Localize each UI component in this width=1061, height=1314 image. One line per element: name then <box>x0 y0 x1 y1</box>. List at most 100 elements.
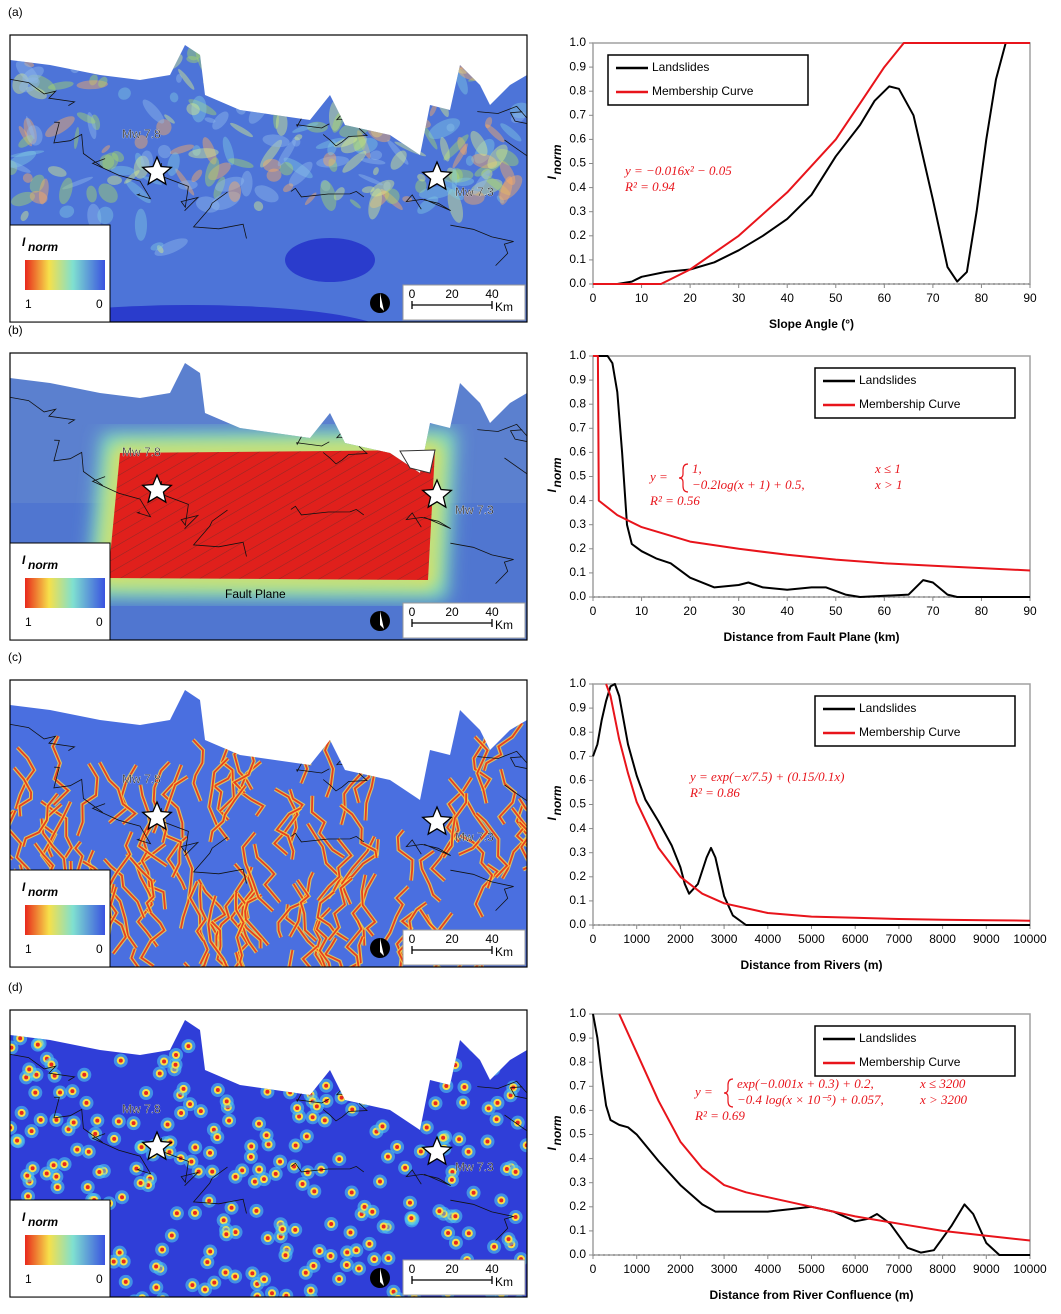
scale-box <box>402 1259 526 1296</box>
confluence <box>181 1086 186 1091</box>
confluence <box>25 1173 30 1178</box>
y-tick-label: 0.2 <box>569 228 586 242</box>
river-halo <box>281 716 312 766</box>
confluence <box>132 1299 136 1303</box>
terrain <box>429 103 437 117</box>
map-legend-sub: norm <box>28 558 58 572</box>
map-legend-sub: norm <box>28 240 58 254</box>
confluence <box>245 1073 250 1078</box>
confluence <box>29 1129 34 1134</box>
terrain <box>156 245 164 254</box>
terrain <box>87 203 102 231</box>
terrain <box>27 74 56 95</box>
confluence-ring <box>410 1294 419 1297</box>
confluence <box>367 1241 372 1246</box>
confluence <box>192 1210 197 1215</box>
river <box>130 984 159 1039</box>
confluence <box>297 1114 302 1119</box>
x-tick-label: 10 <box>635 291 649 305</box>
confluence <box>253 1072 258 1077</box>
confluence <box>210 1169 215 1174</box>
terrain <box>455 68 468 95</box>
district-boundary <box>53 121 103 168</box>
confluence-halo <box>383 1299 397 1313</box>
terrain <box>499 160 516 185</box>
confluence <box>161 1297 165 1301</box>
x-tick-label: 9000 <box>973 932 1000 946</box>
river <box>459 834 494 889</box>
confluence <box>19 1110 24 1115</box>
terrain <box>157 144 172 159</box>
confluence <box>266 1142 271 1147</box>
confluence-ring <box>266 1055 275 1064</box>
district-boundary <box>477 1080 527 1101</box>
confluence <box>224 1232 229 1237</box>
confluence <box>388 1308 392 1312</box>
confluence-halo <box>469 1034 484 1049</box>
terrain <box>22 47 28 58</box>
confluence <box>409 1099 414 1104</box>
equation-lhs: y = <box>693 1084 713 1099</box>
terrain <box>272 56 297 68</box>
terrain <box>178 69 195 90</box>
legend-label: Membership Curve <box>859 397 961 411</box>
terrain <box>328 158 338 172</box>
confluence <box>295 1304 299 1308</box>
epicenter-label: Mw 7.8 <box>122 1102 161 1116</box>
confluence-halo <box>285 1032 300 1047</box>
confluence <box>506 1237 511 1242</box>
map-legend-sub: norm <box>28 885 58 899</box>
river <box>310 795 345 858</box>
confluence <box>221 1218 226 1223</box>
epicenter-star <box>421 1135 453 1166</box>
terrain <box>413 45 433 69</box>
confluence-halo <box>221 1063 236 1078</box>
x-tick-label: 40 <box>781 291 795 305</box>
river <box>397 901 427 966</box>
confluence-halo <box>367 1039 382 1054</box>
district-boundary <box>450 224 514 266</box>
river-halo <box>220 960 250 967</box>
confluence <box>370 1304 374 1308</box>
confluence <box>193 1145 198 1150</box>
river <box>140 908 166 967</box>
terrain <box>25 116 35 140</box>
y-tick-label: 0.4 <box>569 493 586 507</box>
legend-label: Landslides <box>859 701 916 715</box>
terrain <box>107 45 126 51</box>
terrain <box>440 137 450 162</box>
terrain <box>374 117 384 124</box>
river <box>234 892 262 949</box>
x-tick-label: 5000 <box>798 1262 825 1276</box>
confluence-halo <box>107 1030 122 1045</box>
confluence <box>123 1279 128 1284</box>
y-tick-label: 0.2 <box>569 1199 586 1213</box>
y-tick-label: 1.0 <box>569 1006 586 1020</box>
confluence <box>461 1304 465 1308</box>
confluence <box>453 1214 458 1219</box>
legend-box <box>814 367 1016 419</box>
river <box>448 777 489 856</box>
terrain <box>283 183 294 193</box>
river-halo <box>325 993 351 1040</box>
confluence-halo <box>456 1299 470 1313</box>
district-boundary <box>336 99 370 122</box>
terrain <box>73 52 87 68</box>
confluence <box>513 1215 518 1220</box>
confluence <box>269 1291 274 1296</box>
terrain <box>455 49 473 69</box>
map-legend-end: 0 <box>96 615 103 629</box>
river <box>317 838 353 902</box>
terrain <box>134 208 148 241</box>
confluence <box>112 1035 117 1040</box>
equation-case: exp(−0.001x + 0.3) + 0.2, <box>737 1076 874 1091</box>
confluence-ring <box>293 1302 301 1310</box>
confluence <box>324 1083 329 1088</box>
confluence <box>186 1044 191 1049</box>
river <box>103 831 133 897</box>
r-squared: R² = 0.86 <box>689 785 740 800</box>
confluence <box>49 1062 54 1067</box>
confluence <box>385 1154 390 1159</box>
